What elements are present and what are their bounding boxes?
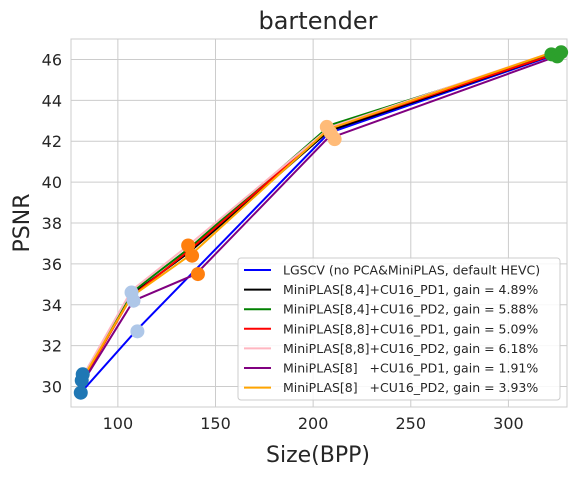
legend-entry: MiniPLAS[8,4]+CU16_PD2, gain = 5.88% xyxy=(283,302,538,317)
y-tick-label: 46 xyxy=(42,50,62,69)
data-point-marker xyxy=(185,248,200,263)
legend-entry: MiniPLAS[8,8]+CU16_PD1, gain = 5.09% xyxy=(283,321,538,336)
y-axis-label: PSNR xyxy=(10,194,35,253)
data-point-marker xyxy=(190,267,205,282)
series-line xyxy=(80,52,560,394)
y-tick-label: 44 xyxy=(42,91,62,110)
legend-entry: MiniPLAS[8] +CU16_PD2, gain = 3.93% xyxy=(283,380,538,395)
data-point-marker xyxy=(73,385,88,400)
legend-entry: MiniPLAS[8,4]+CU16_PD1, gain = 4.89% xyxy=(283,282,538,297)
data-point-marker xyxy=(75,367,90,382)
y-tick-label: 30 xyxy=(42,378,62,397)
y-tick-label: 34 xyxy=(42,296,62,315)
x-tick-label: 200 xyxy=(298,414,329,433)
data-point-marker xyxy=(327,132,342,147)
x-tick-label: 150 xyxy=(200,414,231,433)
x-tick-label: 300 xyxy=(493,414,524,433)
y-tick-label: 42 xyxy=(42,132,62,151)
data-point-marker xyxy=(126,293,141,308)
legend-entry: LGSCV (no PCA&MiniPLAS, default HEVC) xyxy=(283,263,540,278)
y-tick-label: 36 xyxy=(42,255,62,274)
legend-entry: MiniPLAS[8,8]+CU16_PD2, gain = 6.18% xyxy=(283,341,538,356)
data-point-marker xyxy=(130,324,145,339)
y-tick-label: 38 xyxy=(42,214,62,233)
plot-area-frame xyxy=(70,38,568,408)
legend-entry: MiniPLAS[8] +CU16_PD1, gain = 1.91% xyxy=(283,361,538,376)
x-axis-label: Size(BPP) xyxy=(266,443,370,468)
y-tick-label: 32 xyxy=(42,337,62,356)
x-tick-label: 100 xyxy=(103,414,134,433)
data-point-marker xyxy=(554,45,569,60)
x-tick-label: 250 xyxy=(396,414,427,433)
y-tick-label: 40 xyxy=(42,173,62,192)
chart-title: bartender xyxy=(258,7,377,35)
legend-box xyxy=(237,257,561,401)
legend: LGSCV (no PCA&MiniPLAS, default HEVC) Min… xyxy=(237,257,561,401)
